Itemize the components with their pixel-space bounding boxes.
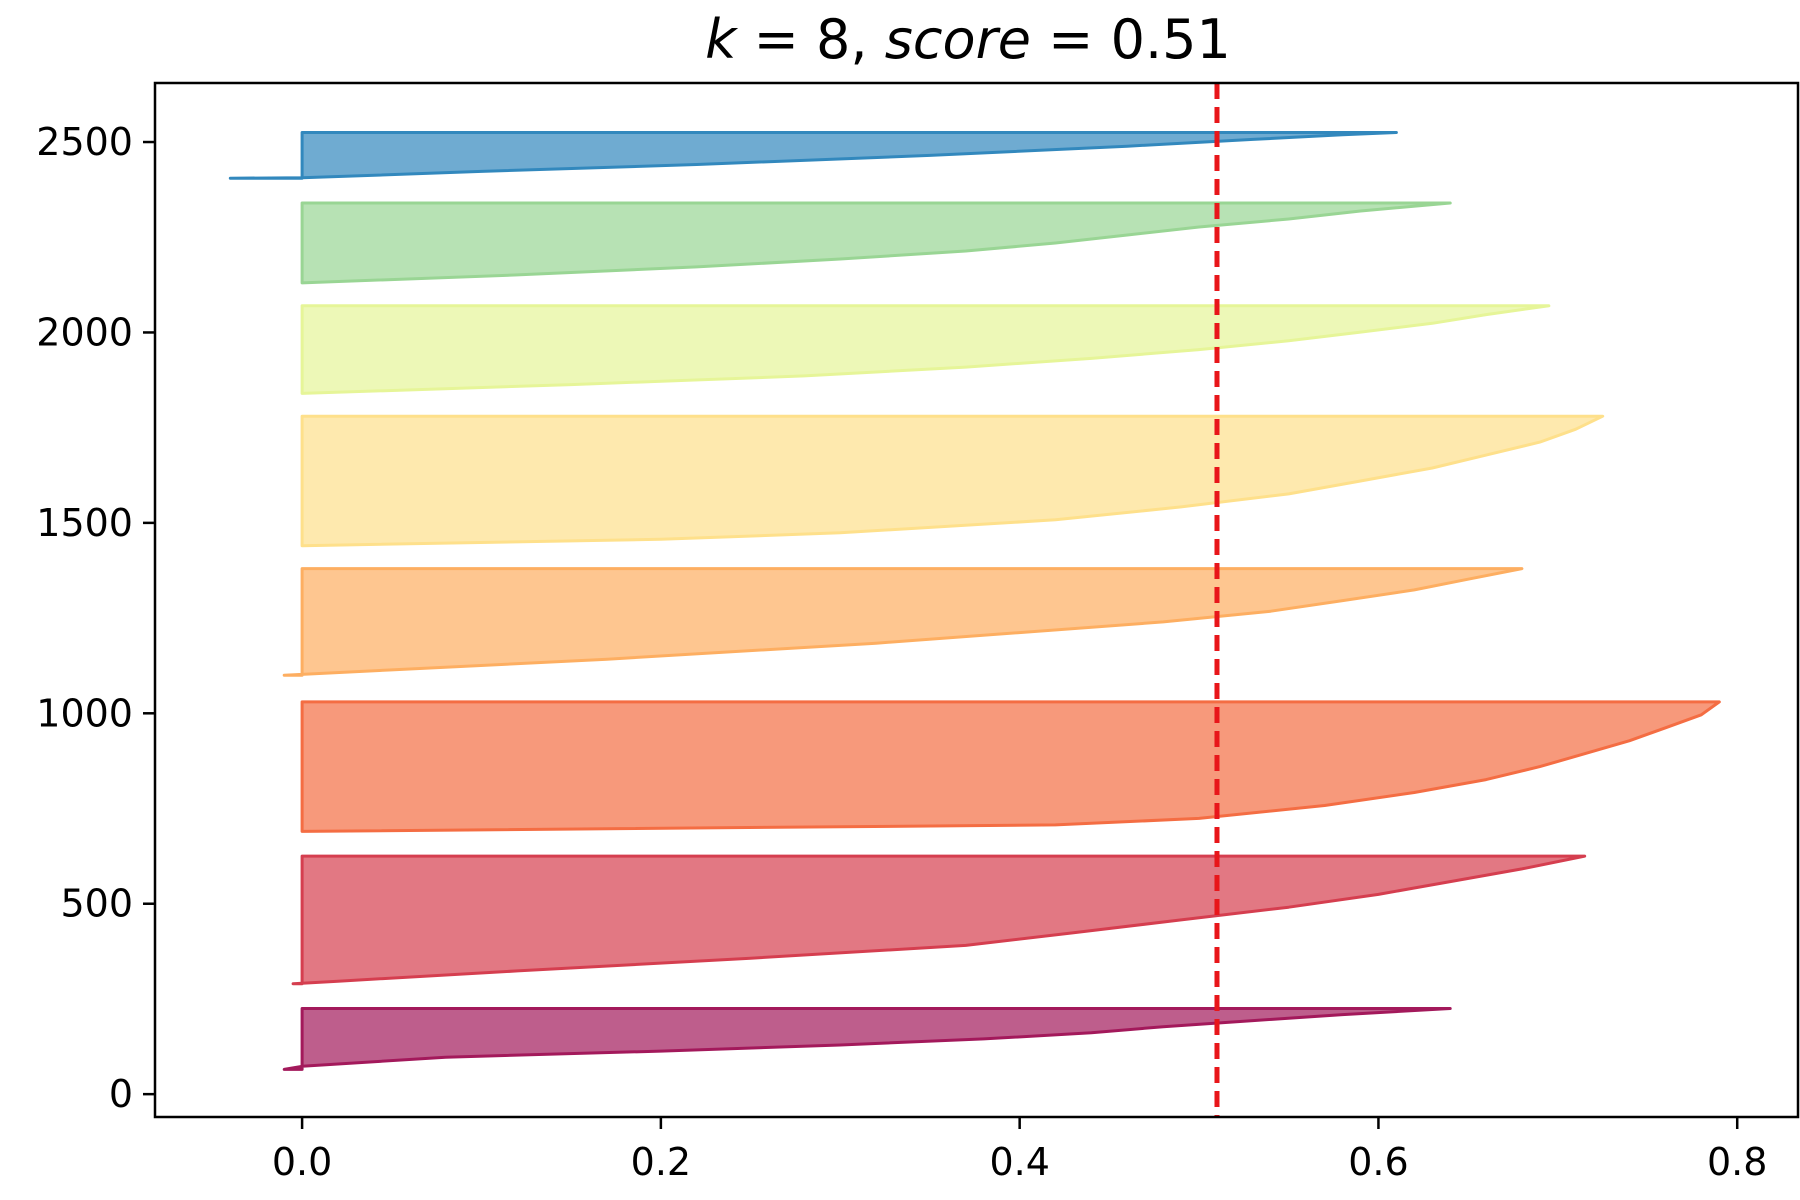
title-part-2: score	[885, 8, 1031, 71]
cluster-area-5	[300, 304, 1551, 395]
cluster-areas	[228, 131, 1721, 1071]
title-part-1: = 8,	[736, 8, 884, 71]
x-tick-label: 0.4	[989, 1140, 1049, 1184]
x-tick-label: 0.6	[1348, 1140, 1408, 1184]
title-part-0: k	[705, 8, 739, 71]
y-tick-label: 2000	[36, 310, 133, 354]
x-tick-label: 0.0	[272, 1140, 332, 1184]
x-axis: 0.0 0.2 0.4 0.6 0.8	[272, 1117, 1767, 1184]
cluster-area-2	[300, 700, 1721, 833]
cluster-area-0	[282, 1007, 1452, 1071]
cluster-area-4	[300, 414, 1605, 548]
y-axis: 0 500 1000 1500 2000 2500	[36, 120, 155, 1116]
title-part-3: = 0.51	[1031, 8, 1231, 71]
x-tick-label: 0.8	[1707, 1140, 1767, 1184]
y-tick-label: 500	[60, 882, 133, 926]
y-tick-label: 1500	[36, 501, 133, 545]
y-tick-label: 0	[109, 1072, 133, 1116]
cluster-area-3	[282, 567, 1524, 677]
x-tick-label: 0.2	[631, 1140, 691, 1184]
y-tick-label: 2500	[36, 120, 133, 164]
cluster-area-7	[228, 131, 1398, 180]
y-tick-label: 1000	[36, 691, 133, 735]
cluster-area-6	[300, 201, 1452, 285]
plot-frame	[153, 81, 1800, 1119]
cluster-area-1	[291, 854, 1587, 986]
chart-title: k = 8, score = 0.51	[705, 8, 1231, 71]
